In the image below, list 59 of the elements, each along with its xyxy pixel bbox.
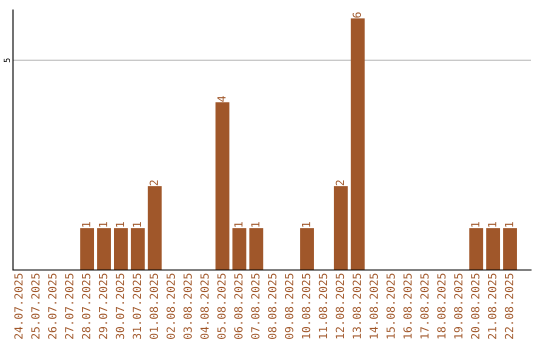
data-label: 1 <box>251 222 260 227</box>
bar <box>130 228 145 270</box>
bar <box>300 228 314 270</box>
bar <box>97 228 111 270</box>
data-label: 2 <box>150 180 158 186</box>
data-label: 1 <box>82 222 90 227</box>
x-tick-label: 17.08.2025 <box>420 274 429 338</box>
x-tick-label: 30.07.2025 <box>116 274 124 339</box>
bar <box>114 228 128 270</box>
x-tick-label: 10.08.2025 <box>302 274 310 338</box>
x-tick-label: 04.08.2025 <box>200 274 209 339</box>
data-label: 1 <box>132 222 141 227</box>
bar <box>249 228 264 270</box>
bar <box>334 186 348 270</box>
x-tick-label: 22.08.2025 <box>504 274 514 339</box>
x-tick-label: 06.08.2025 <box>234 274 243 339</box>
x-tick-label: 01.08.2025 <box>150 274 158 339</box>
x-tick-label: 29.07.2025 <box>98 274 108 339</box>
data-label: 6 <box>352 12 362 18</box>
bar <box>503 228 517 270</box>
x-tick-label: 21.08.2025 <box>488 274 496 339</box>
data-label: 1 <box>488 222 496 227</box>
data-label: 1 <box>234 222 242 227</box>
bar <box>350 18 365 270</box>
y-tick-label: 5 <box>4 58 10 62</box>
bar <box>148 186 162 270</box>
x-tick-label: 16.08.2025 <box>403 274 412 338</box>
x-tick-label: 03.08.2025 <box>183 274 192 339</box>
x-tick-label: 27.07.2025 <box>65 274 74 339</box>
x-tick-label: 02.08.2025 <box>166 274 175 339</box>
x-tick-label: 11.08.2025 <box>318 274 328 338</box>
bar <box>232 228 246 270</box>
bar <box>486 228 500 270</box>
data-label: 1 <box>471 222 480 227</box>
x-tick-label: 14.08.2025 <box>370 274 378 338</box>
x-tick-label: 19.08.2025 <box>454 274 463 338</box>
x-tick-label: 05.08.2025 <box>217 274 226 339</box>
x-tick-label: 24.07.2025 <box>14 274 23 339</box>
bar <box>215 102 230 270</box>
x-tick-label: 09.08.2025 <box>284 274 294 339</box>
data-label: 1 <box>116 222 124 227</box>
x-tick-label: 25.07.2025 <box>31 274 40 339</box>
x-tick-label: 20.08.2025 <box>471 274 480 339</box>
x-tick-label: 13.08.2025 <box>352 274 362 338</box>
x-tick-label: 26.07.2025 <box>48 274 57 339</box>
data-label: 4 <box>217 96 226 102</box>
bar <box>80 228 94 270</box>
data-label: 1 <box>505 222 514 227</box>
bar <box>469 228 484 270</box>
x-tick-label: 31.07.2025 <box>132 274 142 339</box>
x-tick-label: 08.08.2025 <box>268 274 276 339</box>
x-tick-label: 12.08.2025 <box>336 274 344 338</box>
data-label: 2 <box>336 180 344 186</box>
data-label: 1 <box>99 222 108 227</box>
x-tick-label: 18.08.2025 <box>437 274 446 338</box>
data-label: 1 <box>302 222 310 227</box>
x-tick-label: 07.08.2025 <box>251 274 260 339</box>
x-tick-label: 15.08.2025 <box>386 274 395 338</box>
x-tick-label: 28.07.2025 <box>82 274 90 339</box>
